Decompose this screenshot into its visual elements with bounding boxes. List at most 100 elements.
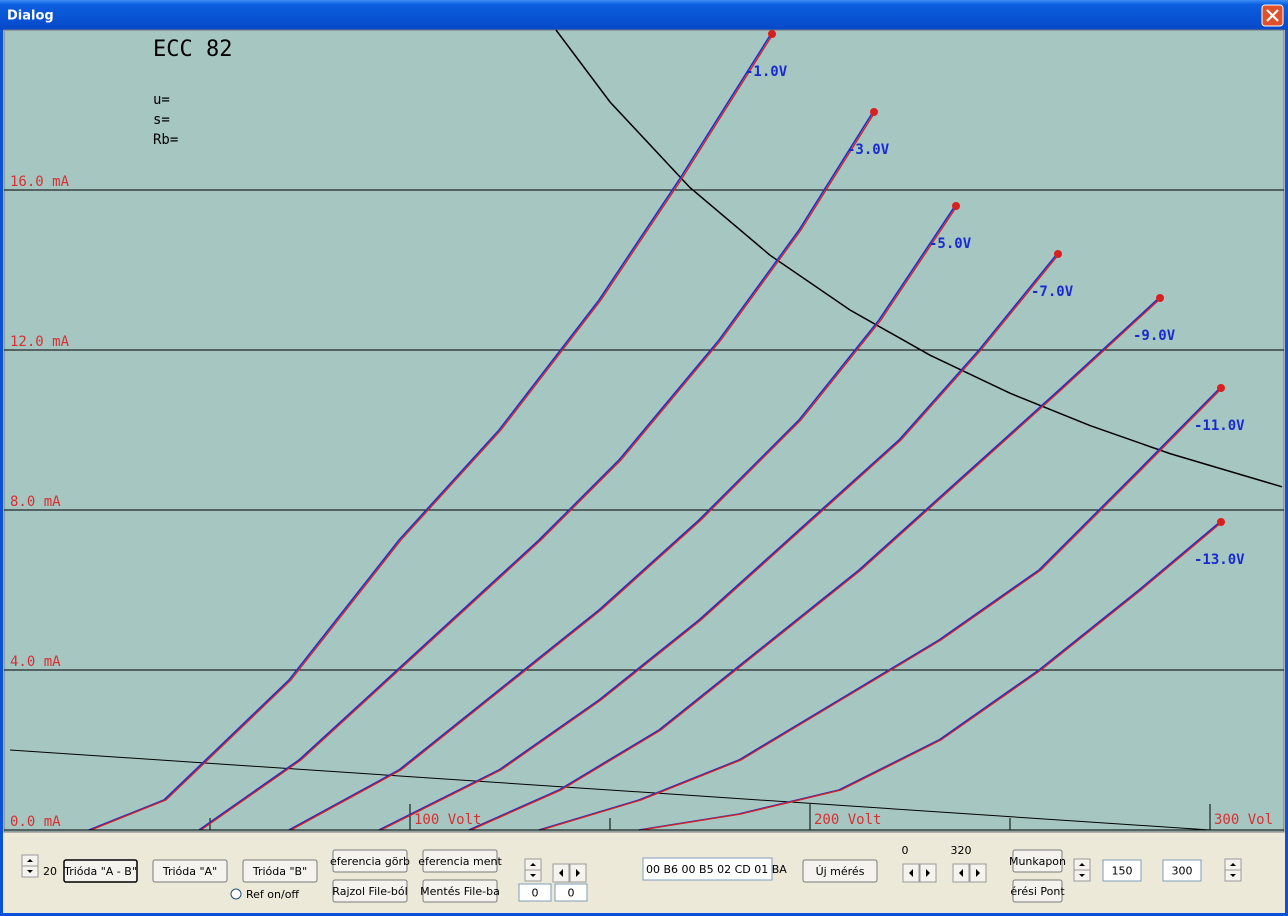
button[interactable]: Trióda "A" <box>152 859 228 883</box>
reference-curve <box>470 297 1162 831</box>
button-face[interactable] <box>1012 879 1063 903</box>
arrow-glyph[interactable] <box>909 869 913 877</box>
arrow-glyph[interactable] <box>559 869 563 877</box>
button-label[interactable]: Mentés File-ba <box>420 885 500 898</box>
button-label[interactable]: Rajzol File-ból <box>332 885 407 898</box>
spinner[interactable] <box>1224 858 1242 882</box>
spinner-arrow[interactable] <box>530 874 536 877</box>
button-face[interactable] <box>242 859 318 883</box>
spinner-arrow[interactable] <box>1230 863 1236 866</box>
text-box[interactable] <box>554 883 588 902</box>
curve-end-point <box>1217 518 1225 526</box>
radio-button[interactable] <box>230 888 242 900</box>
spinner-arrow[interactable] <box>1230 874 1236 877</box>
measured-curve <box>468 297 1160 831</box>
radio-label[interactable]: Ref on/off <box>246 888 299 901</box>
spinner-arrow[interactable] <box>27 859 33 862</box>
text-box-value[interactable]: 00 B6 00 B5 02 CD 01 BA <box>646 863 787 876</box>
load-line <box>9 749 1211 831</box>
button-face[interactable] <box>332 879 408 903</box>
text-box[interactable] <box>642 857 773 881</box>
measured-curve <box>288 205 956 831</box>
button-face[interactable] <box>332 849 408 873</box>
text-box-value[interactable]: 0 <box>568 887 575 900</box>
arrow-buttons[interactable] <box>952 863 987 883</box>
y-tick-label: 16.0 mA <box>10 174 70 190</box>
measured-curve <box>198 111 874 831</box>
reference-curve <box>640 521 1223 831</box>
button-label[interactable]: Új mérés <box>816 865 865 878</box>
arrow-glyph[interactable] <box>926 869 930 877</box>
button[interactable]: Trióda "A - B" <box>63 859 138 883</box>
button-label[interactable]: Trióda "B" <box>252 865 307 878</box>
button-face[interactable] <box>152 859 228 883</box>
button[interactable]: Új mérés <box>802 859 878 883</box>
button-label[interactable]: eferencia görb <box>330 855 410 868</box>
arrow-glyph[interactable] <box>976 869 980 877</box>
curve-label: -7.0V <box>1031 284 1074 300</box>
curve-label: -1.0V <box>745 64 788 80</box>
spinner-arrow[interactable] <box>1079 874 1085 877</box>
button[interactable]: eferencia görb <box>330 849 410 873</box>
button-label[interactable]: Trióda "A - B" <box>63 865 137 878</box>
range-label: 0 <box>902 844 909 857</box>
curve-end-point <box>1054 250 1062 258</box>
button[interactable]: Rajzol File-ból <box>332 879 408 903</box>
button[interactable]: Mentés File-ba <box>420 879 500 903</box>
control-bar: 20 Trióda "A - B" Trióda "A" Trióda "B" Ref … <box>21 844 1242 903</box>
y-tick-label: 0.0 mA <box>10 814 61 830</box>
curve-end-point <box>768 30 776 38</box>
spinner[interactable] <box>1073 858 1091 882</box>
text-box[interactable] <box>1162 859 1202 882</box>
button-face[interactable] <box>1012 849 1063 873</box>
button-face[interactable] <box>63 859 138 883</box>
curve-end-point <box>952 202 960 210</box>
annotation: u= <box>153 92 170 108</box>
close-button[interactable] <box>1261 4 1284 27</box>
button[interactable]: érési Pont <box>1010 879 1065 903</box>
arrow-glyph[interactable] <box>959 869 963 877</box>
x-tick-label: 200 Volt <box>814 812 881 828</box>
arrow-buttons[interactable] <box>552 863 587 883</box>
annotation: s= <box>153 112 170 128</box>
plot-area <box>3 29 1285 833</box>
button-label[interactable]: érési Pont <box>1010 885 1065 898</box>
text-box-value[interactable]: 150 <box>1112 865 1133 878</box>
button-face[interactable] <box>422 849 498 873</box>
text-box[interactable] <box>518 883 552 902</box>
spinner-arrow[interactable] <box>27 870 33 873</box>
spinner-arrow[interactable] <box>1079 863 1085 866</box>
spinner[interactable] <box>21 854 39 878</box>
button-face[interactable] <box>802 859 878 883</box>
button[interactable]: eferencia ment <box>418 849 502 873</box>
button[interactable]: Munkapon <box>1009 849 1066 873</box>
curve-label: -13.0V <box>1194 552 1245 568</box>
spinner-arrow[interactable] <box>530 863 536 866</box>
button[interactable]: Trióda "B" <box>242 859 318 883</box>
button-label[interactable]: eferencia ment <box>418 855 502 868</box>
spinner-value: 20 <box>43 865 57 878</box>
power-curve <box>555 29 1283 488</box>
arrow-glyph[interactable] <box>576 869 580 877</box>
curve-end-point <box>870 108 878 116</box>
y-tick-label: 4.0 mA <box>10 654 61 670</box>
curve-label: -9.0V <box>1133 328 1176 344</box>
button-face[interactable] <box>422 879 498 903</box>
spinner[interactable] <box>524 858 542 882</box>
annotation: Rb= <box>153 132 178 148</box>
title-bar <box>0 0 1288 30</box>
x-tick-label: 300 Vol <box>1214 812 1273 828</box>
curve-label: -3.0V <box>847 142 890 158</box>
measured-curve <box>538 387 1221 831</box>
text-box-value[interactable]: 300 <box>1172 865 1193 878</box>
reference-curve <box>200 111 876 831</box>
window-title: Dialog <box>7 9 54 24</box>
reference-curve <box>380 253 1060 831</box>
text-box-value[interactable]: 0 <box>532 887 539 900</box>
arrow-buttons[interactable] <box>902 863 937 883</box>
button-label[interactable]: Trióda "A" <box>162 865 217 878</box>
button-label[interactable]: Munkapon <box>1009 855 1066 868</box>
text-box[interactable] <box>1102 859 1142 882</box>
